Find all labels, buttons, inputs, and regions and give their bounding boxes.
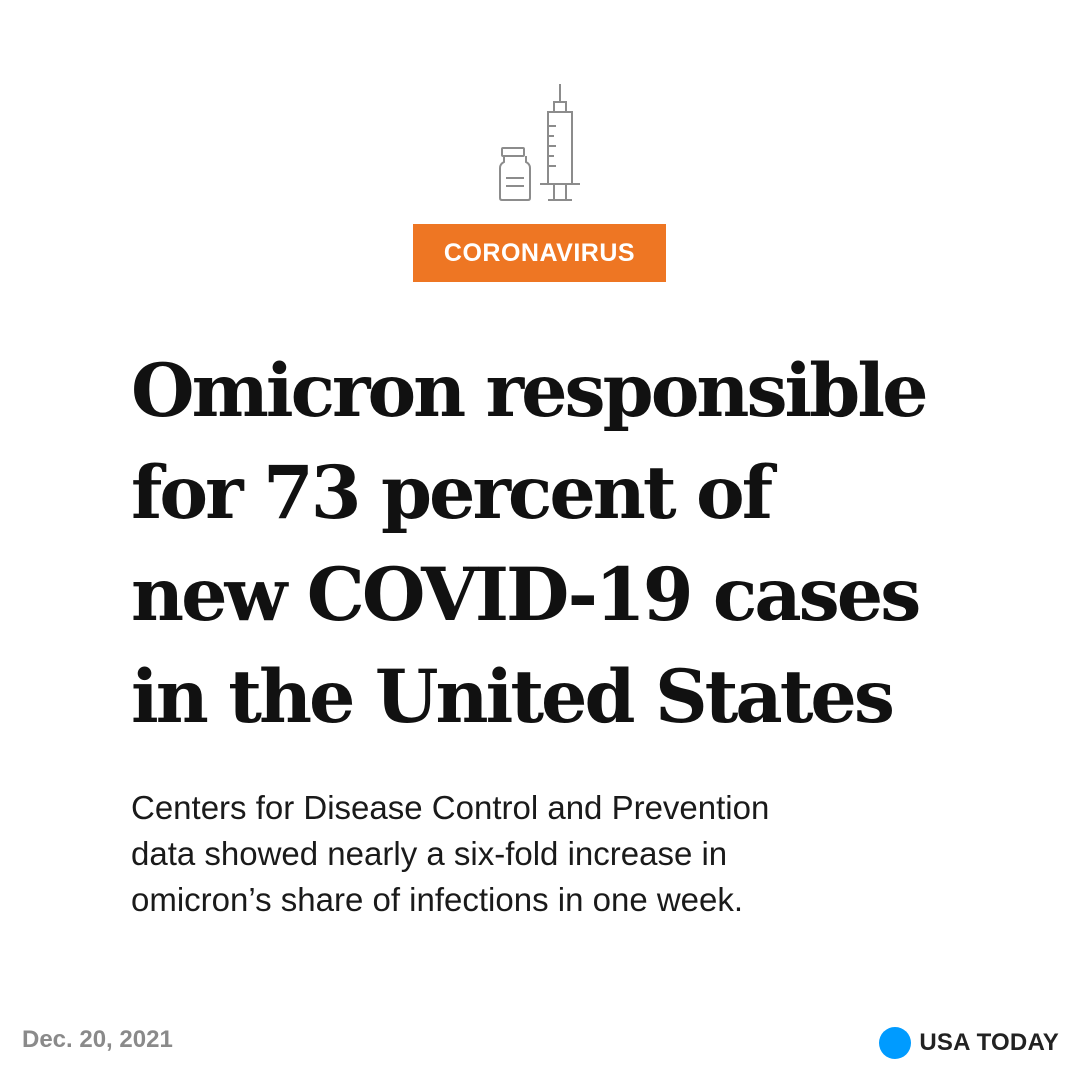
headline-line: for 73 percent of bbox=[131, 450, 773, 536]
summary-text: Centers for Disease Control and Preventi… bbox=[131, 785, 951, 923]
headline-line: Omicron responsible bbox=[131, 348, 929, 434]
vaccine-icon bbox=[499, 84, 580, 201]
headline-line: in the United States bbox=[131, 654, 895, 740]
headline: Omicron responsible for 73 percent of ne… bbox=[131, 340, 1031, 748]
vial-icon bbox=[499, 147, 531, 201]
summary-line: Centers for Disease Control and Preventi… bbox=[131, 789, 770, 826]
publish-date: Dec. 20, 2021 bbox=[22, 1026, 173, 1053]
syringe-icon bbox=[540, 84, 580, 201]
brand-logo[interactable]: USA TODAY bbox=[879, 1027, 1059, 1059]
brand-dot-icon bbox=[879, 1027, 912, 1059]
summary-line: data showed nearly a six-fold increase i… bbox=[131, 835, 728, 872]
brand-name: USA TODAY bbox=[919, 1029, 1059, 1056]
headline-line: new COVID-19 cases bbox=[131, 552, 921, 638]
category-tag[interactable]: CORONAVIRUS bbox=[413, 224, 666, 282]
summary-line: omicron’s share of infections in one wee… bbox=[131, 881, 744, 918]
